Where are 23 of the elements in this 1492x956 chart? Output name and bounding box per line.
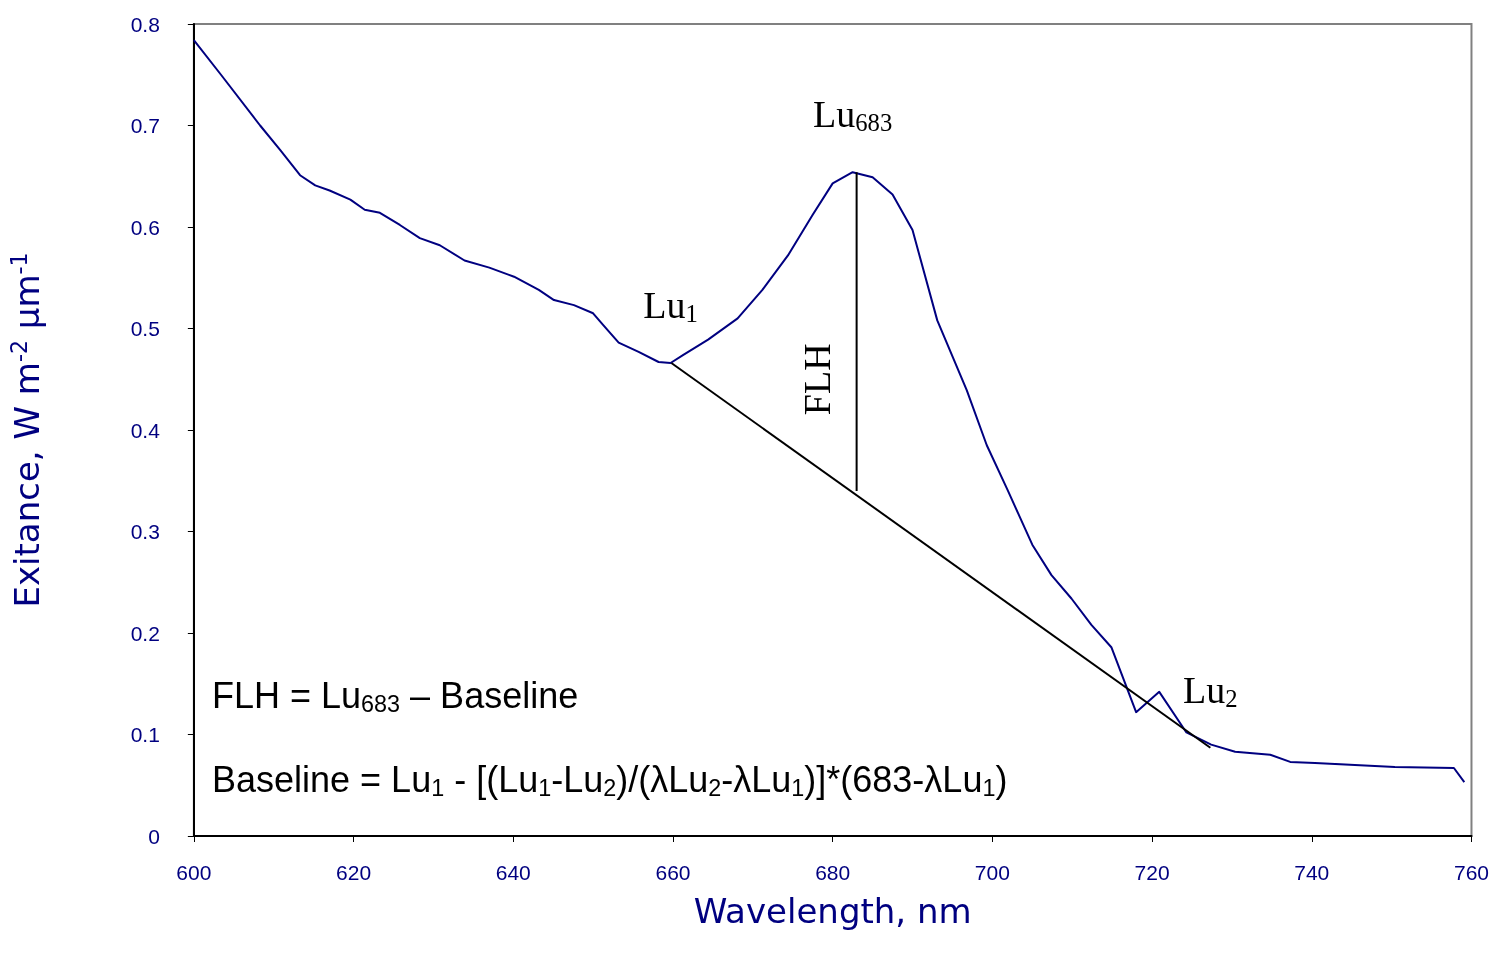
annotation: FLH = Lu683 – Baseline [212, 675, 579, 717]
x-tick-label: 700 [974, 861, 1010, 884]
y-tick-label: 0.2 [130, 621, 160, 645]
x-tick-label: 660 [655, 861, 691, 884]
x-tick-label: 740 [1294, 861, 1330, 884]
x-tick-label: 640 [495, 861, 531, 884]
x-axis-title: Wavelength, nm [693, 891, 972, 931]
text: Baseline = Lu1 - [(Lu1-Lu2)/(λLu2-λLu1)]*(683-λLu1) [212, 759, 1008, 801]
x-tick-label: 600 [176, 861, 212, 884]
x-tick-label: 720 [1134, 861, 1170, 884]
y-tick-label: 0.6 [130, 215, 160, 239]
x-tick-label: 760 [1453, 861, 1489, 884]
y-tick-label: 0.3 [130, 520, 160, 543]
y-axis-title: Exitance, W m-2 μm-1 [6, 252, 47, 608]
y-tick-label: 0 [148, 824, 160, 848]
x-tick-label: 620 [336, 861, 372, 884]
annotation: FLH [795, 343, 838, 416]
y-tick-label: 0.1 [130, 723, 160, 746]
y-tick-label: 0.4 [130, 418, 161, 442]
y-tick-label: 0.7 [130, 114, 160, 137]
y-tick-label: 0.8 [130, 12, 160, 36]
x-tick-label: 680 [815, 861, 851, 884]
y-tick-label: 0.5 [130, 317, 160, 340]
